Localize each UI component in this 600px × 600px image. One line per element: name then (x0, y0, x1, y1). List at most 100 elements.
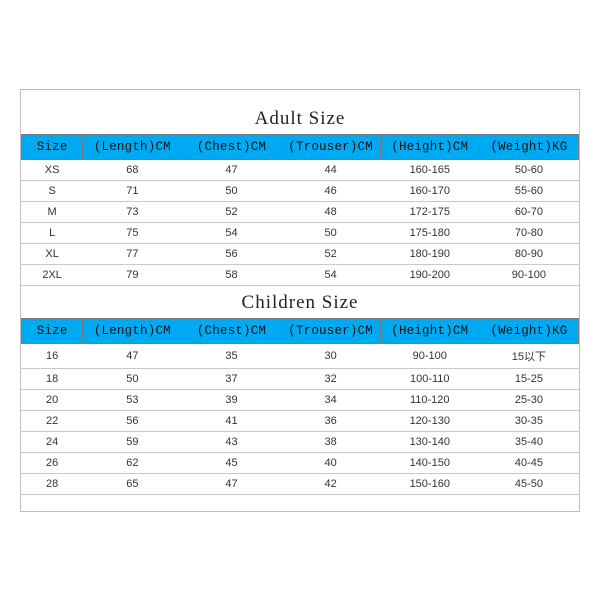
table-cell: M (22, 201, 83, 222)
table-cell: 65 (83, 473, 182, 494)
table-cell: 160-170 (380, 180, 479, 201)
col-trouser: (Trouser)CM (281, 134, 380, 159)
adult-size-table: Size (Length)CM (Chest)CM (Trouser)CM (H… (21, 134, 579, 286)
table-cell: 28 (22, 473, 83, 494)
col-size: Size (22, 318, 83, 343)
col-weight: (Weight)KG (479, 134, 578, 159)
table-cell: 80-90 (479, 243, 578, 264)
col-weight: (Weight)KG (479, 318, 578, 343)
table-row: 2XL795854190-20090-100 (22, 264, 579, 285)
table-row: XL775652180-19080-90 (22, 243, 579, 264)
col-length: (Length)CM (83, 318, 182, 343)
adult-title: Adult Size (21, 102, 579, 134)
col-chest: (Chest)CM (182, 134, 281, 159)
table-cell: 24 (22, 431, 83, 452)
table-cell: 60-70 (479, 201, 578, 222)
table-row: L755450175-18070-80 (22, 222, 579, 243)
table-cell: 120-130 (380, 410, 479, 431)
table-cell: 34 (281, 389, 380, 410)
table-cell: 54 (281, 264, 380, 285)
table-cell: 90-100 (479, 264, 578, 285)
table-cell: 52 (281, 243, 380, 264)
table-cell: 50 (83, 368, 182, 389)
table-row: 20533934110-12025-30 (22, 389, 579, 410)
table-cell: 16 (22, 343, 83, 368)
table-cell: 25-30 (479, 389, 578, 410)
table-cell: 45-50 (479, 473, 578, 494)
table-row: S715046160-17055-60 (22, 180, 579, 201)
table-cell: XS (22, 159, 83, 180)
col-length: (Length)CM (83, 134, 182, 159)
table-cell: 160-165 (380, 159, 479, 180)
table-row: 1647353090-10015以下 (22, 343, 579, 368)
table-cell: 59 (83, 431, 182, 452)
table-row: 22564136120-13030-35 (22, 410, 579, 431)
children-size-table: Size (Length)CM (Chest)CM (Trouser)CM (H… (21, 318, 579, 495)
table-row: M735248172-17560-70 (22, 201, 579, 222)
table-cell: 75 (83, 222, 182, 243)
table-cell: 100-110 (380, 368, 479, 389)
table-cell: 35 (182, 343, 281, 368)
table-cell: 180-190 (380, 243, 479, 264)
table-cell: 56 (182, 243, 281, 264)
table-cell: 50 (281, 222, 380, 243)
table-cell: 15以下 (479, 343, 578, 368)
table-cell: 47 (182, 473, 281, 494)
table-cell: 130-140 (380, 431, 479, 452)
table-cell: 56 (83, 410, 182, 431)
table-cell: 38 (281, 431, 380, 452)
table-cell: 79 (83, 264, 182, 285)
table-cell: 44 (281, 159, 380, 180)
table-row: 18503732100-11015-25 (22, 368, 579, 389)
table-cell: 70-80 (479, 222, 578, 243)
table-cell: 110-120 (380, 389, 479, 410)
table-cell: 175-180 (380, 222, 479, 243)
table-cell: 42 (281, 473, 380, 494)
table-cell: 46 (281, 180, 380, 201)
col-height: (Height)CM (380, 318, 479, 343)
table-cell: 73 (83, 201, 182, 222)
table-cell: 52 (182, 201, 281, 222)
table-cell: 30-35 (479, 410, 578, 431)
table-cell: 36 (281, 410, 380, 431)
children-header-row: Size (Length)CM (Chest)CM (Trouser)CM (H… (22, 318, 579, 343)
table-cell: 40-45 (479, 452, 578, 473)
table-cell: 47 (83, 343, 182, 368)
table-cell: 41 (182, 410, 281, 431)
table-cell: 35-40 (479, 431, 578, 452)
children-title: Children Size (21, 286, 579, 318)
table-cell: 68 (83, 159, 182, 180)
table-cell: 22 (22, 410, 83, 431)
table-cell: 32 (281, 368, 380, 389)
table-cell: 30 (281, 343, 380, 368)
col-size: Size (22, 134, 83, 159)
table-cell: 50-60 (479, 159, 578, 180)
table-cell: 71 (83, 180, 182, 201)
table-cell: 53 (83, 389, 182, 410)
col-trouser: (Trouser)CM (281, 318, 380, 343)
table-cell: XL (22, 243, 83, 264)
table-cell: 43 (182, 431, 281, 452)
size-chart-frame: Adult Size Size (Length)CM (Chest)CM (Tr… (20, 89, 580, 512)
table-row: 24594338130-14035-40 (22, 431, 579, 452)
table-cell: 172-175 (380, 201, 479, 222)
table-cell: 150-160 (380, 473, 479, 494)
table-cell: 55-60 (479, 180, 578, 201)
table-cell: 26 (22, 452, 83, 473)
table-cell: 37 (182, 368, 281, 389)
table-cell: 48 (281, 201, 380, 222)
table-row: 28654742150-16045-50 (22, 473, 579, 494)
adult-header-row: Size (Length)CM (Chest)CM (Trouser)CM (H… (22, 134, 579, 159)
table-cell: 20 (22, 389, 83, 410)
table-cell: 62 (83, 452, 182, 473)
table-cell: 140-150 (380, 452, 479, 473)
table-cell: 190-200 (380, 264, 479, 285)
table-cell: 39 (182, 389, 281, 410)
table-cell: 54 (182, 222, 281, 243)
table-cell: 15-25 (479, 368, 578, 389)
table-cell: 18 (22, 368, 83, 389)
table-row: 26624540140-15040-45 (22, 452, 579, 473)
table-cell: 90-100 (380, 343, 479, 368)
table-cell: 2XL (22, 264, 83, 285)
table-cell: 58 (182, 264, 281, 285)
